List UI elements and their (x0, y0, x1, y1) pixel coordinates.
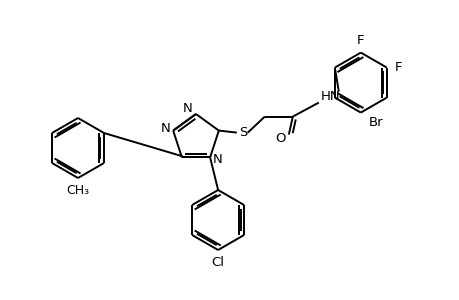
Text: N: N (183, 101, 192, 115)
Text: N: N (160, 122, 170, 135)
Text: F: F (356, 34, 364, 47)
Text: S: S (238, 126, 246, 139)
Text: F: F (394, 61, 402, 74)
Text: Cl: Cl (211, 256, 224, 269)
Text: HN: HN (320, 90, 340, 103)
Text: Br: Br (368, 116, 383, 129)
Text: CH₃: CH₃ (66, 184, 90, 197)
Text: N: N (213, 153, 223, 166)
Text: O: O (275, 132, 285, 145)
